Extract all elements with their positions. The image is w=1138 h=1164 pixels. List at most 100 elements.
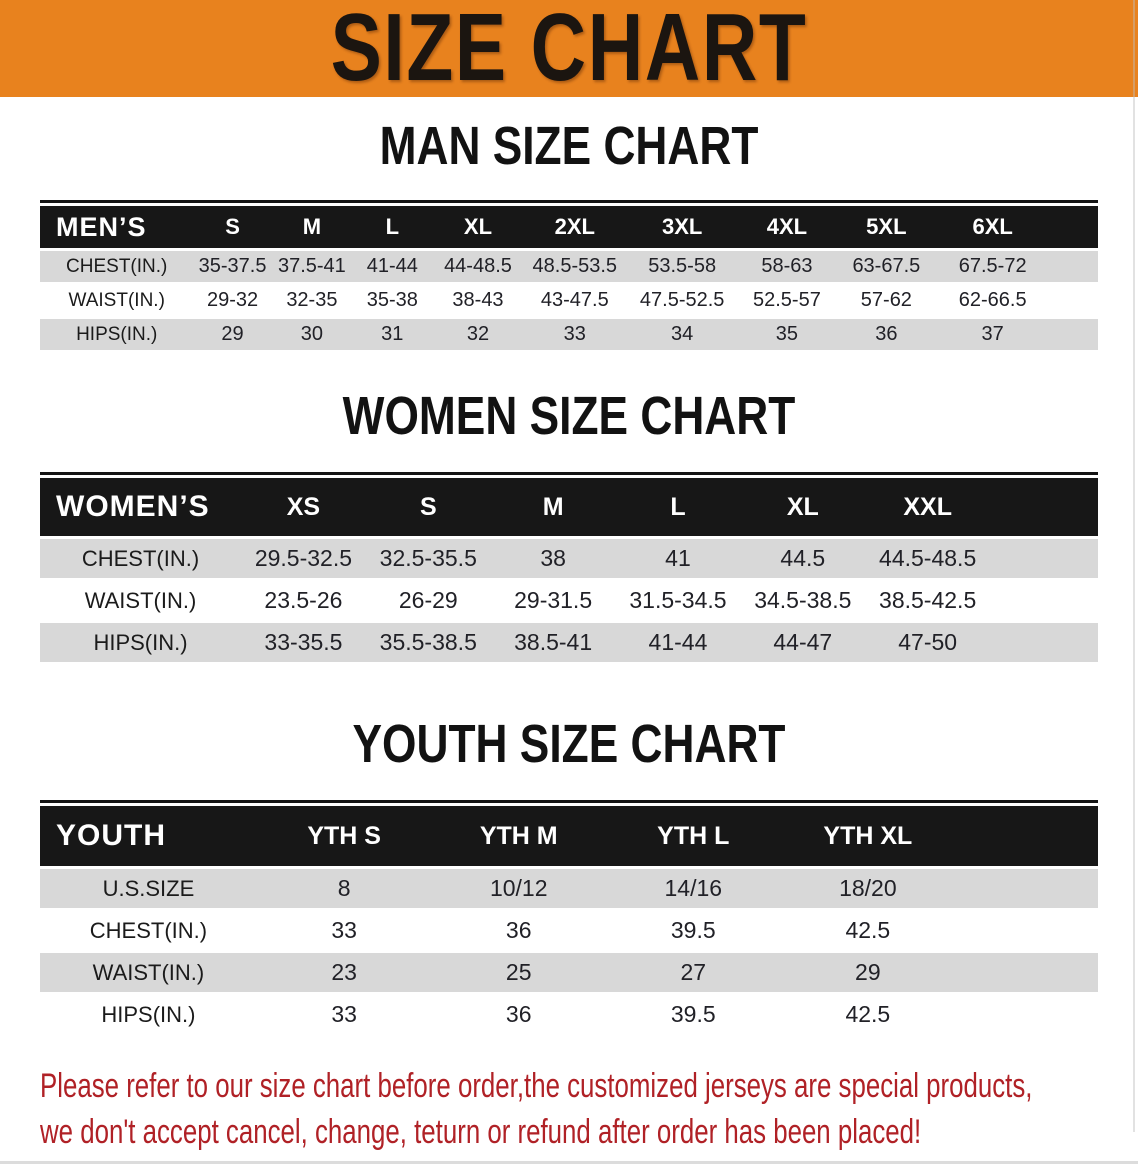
column-header: YTH S <box>307 821 381 850</box>
size-section-youth: YOUTH SIZE CHART YOUTH YTH S YTH M YTH L YTH … <box>0 714 1138 1037</box>
row-label: HIPS(IN.) <box>101 1001 196 1027</box>
cell-value: 33-35.5 <box>264 629 343 655</box>
cell-value: 33 <box>331 917 357 943</box>
cell-value: 44-47 <box>773 629 833 655</box>
spacer-cell <box>1048 206 1098 248</box>
cell-value: 36 <box>505 917 532 943</box>
column-header: 6XL <box>972 214 1013 239</box>
column-header: M <box>542 492 564 521</box>
table-row: CHEST(IN.) 35-37.5 37.5-41 41-44 44-48.5 48.5… <box>40 251 1098 282</box>
table-row: CHEST(IN.) 29.5-32.5 32.5-35.5 38 41 44.5 44.5… <box>40 539 1098 578</box>
disclaimer-line-1: Please refer to our size chart before or… <box>40 1067 1033 1105</box>
spacer-cell <box>990 581 1098 620</box>
table-row: U.S.SIZE 8 10/12 14/16 18/20 <box>40 869 1098 908</box>
spacer-cell <box>955 806 1098 866</box>
header-row: YOUTH YTH S YTH M YTH L YTH XL <box>40 806 1098 866</box>
cell-value: 23.5-26 <box>264 587 343 613</box>
column-header: 3XL <box>662 214 703 239</box>
spacer-cell <box>1048 319 1098 350</box>
size-section-men: MAN SIZE CHART MEN’S S M L XL 2XL 3XL 4XL 5XL 6XL C… <box>0 116 1138 353</box>
section-title-youth: YOUTH SIZE CHART <box>0 714 1138 778</box>
cell-value: 41-44 <box>648 629 708 655</box>
cell-value: 31 <box>381 323 404 345</box>
column-header: 5XL <box>866 214 907 239</box>
cell-value: 34 <box>671 323 694 345</box>
cell-value: 52.5-57 <box>752 289 821 311</box>
cell-value: 31.5-34.5 <box>629 587 727 613</box>
row-label: WAIST(IN.) <box>68 289 165 311</box>
cell-value: 47-50 <box>898 629 958 655</box>
disclaimer: Please refer to our size chart before or… <box>40 1063 1138 1155</box>
banner: SIZE CHART <box>0 0 1138 97</box>
row-label: CHEST(IN.) <box>89 917 208 943</box>
header-row: MEN’S S M L XL 2XL 3XL 4XL 5XL 6XL <box>40 206 1098 248</box>
cell-value: 44.5-48.5 <box>879 545 977 571</box>
cell-value: 36 <box>505 1001 532 1027</box>
cell-value: 32-35 <box>286 289 338 311</box>
cell-value: 29.5-32.5 <box>254 545 353 571</box>
column-header: M <box>302 214 322 239</box>
cell-value: 38.5-41 <box>514 629 593 655</box>
cell-value: 53.5-58 <box>648 255 717 277</box>
cell-value: 29-31.5 <box>514 587 593 613</box>
cell-value: 27 <box>680 959 707 985</box>
column-header: XS <box>286 492 321 521</box>
header-row: WOMEN’S XS S M L XL XXL <box>40 478 1098 536</box>
cell-value: 29-32 <box>206 289 259 311</box>
spacer-cell <box>955 911 1098 950</box>
cell-value: 38 <box>540 545 566 571</box>
cell-value: 41 <box>665 545 691 571</box>
cell-value: 41-44 <box>366 255 418 277</box>
column-header: L <box>670 492 686 521</box>
cell-value: 29 <box>221 323 244 345</box>
disclaimer-line-2: we don't accept cancel, change, teturn o… <box>40 1113 922 1151</box>
women-size-table: WOMEN’S XS S M L XL XXL CHEST(IN.) 29.5-32.5 32.5… <box>40 472 1098 665</box>
row-label: CHEST(IN.) <box>81 545 200 571</box>
cell-value: 35.5-38.5 <box>379 629 477 655</box>
cell-value: 38.5-42.5 <box>879 587 977 613</box>
cell-value: 62-66.5 <box>958 289 1027 311</box>
row-label: HIPS(IN.) <box>93 629 188 655</box>
column-header: YTH L <box>657 821 730 850</box>
spacer-cell <box>955 953 1098 992</box>
spacer-cell <box>990 478 1098 536</box>
cell-value: 48.5-53.5 <box>532 255 618 277</box>
cell-value: 14/16 <box>664 875 723 901</box>
column-header: YTH M <box>479 821 558 850</box>
cell-value: 32 <box>466 323 490 345</box>
cell-value: 63-67.5 <box>852 255 921 277</box>
cell-value: 23 <box>331 959 357 985</box>
cell-value: 47.5-52.5 <box>639 289 725 311</box>
cell-value: 10/12 <box>489 875 548 901</box>
spacer-cell <box>955 995 1098 1034</box>
row-label: WAIST(IN.) <box>92 959 205 985</box>
section-title-women: WOMEN SIZE CHART <box>0 389 1138 450</box>
section-title-men: MAN SIZE CHART <box>0 116 1138 180</box>
column-header: XL <box>786 492 819 521</box>
cell-value: 36 <box>875 323 898 345</box>
table-row: HIPS(IN.) 33-35.5 35.5-38.5 38.5-41 41-44 44-… <box>40 623 1098 662</box>
cell-value: 29 <box>855 959 881 985</box>
table-row: HIPS(IN.) 33 36 39.5 42.5 <box>40 995 1098 1034</box>
cell-value: 43-47.5 <box>540 289 609 311</box>
cell-value: 25 <box>505 959 532 985</box>
row-label: CHEST(IN.) <box>66 255 168 277</box>
youth-size-table: YOUTH YTH S YTH M YTH L YTH XL U.S.SIZE 8 10/12… <box>40 800 1098 1037</box>
cell-value: 42.5 <box>845 917 891 943</box>
cell-value: 42.5 <box>845 1001 891 1027</box>
cell-value: 33 <box>331 1001 357 1027</box>
cell-value: 39.5 <box>670 1001 716 1027</box>
spacer-cell <box>990 539 1098 578</box>
section-title-text: MAN SIZE CHART <box>379 116 759 176</box>
page-title: SIZE CHART <box>330 0 808 97</box>
column-header: XL <box>463 214 493 239</box>
column-header: S <box>419 492 437 521</box>
cell-value: 33 <box>563 323 586 345</box>
size-chart-sections: MAN SIZE CHART MEN’S S M L XL 2XL 3XL 4XL 5XL 6XL C… <box>0 116 1138 1037</box>
section-title-text: YOUTH SIZE CHART <box>352 714 786 774</box>
size-section-women: WOMEN SIZE CHART WOMEN’S XS S M L XL XXL CHEST(I… <box>0 389 1138 665</box>
cell-value: 37.5-41 <box>277 255 346 277</box>
row-label: WAIST(IN.) <box>84 587 197 613</box>
spacer-cell <box>955 869 1098 908</box>
cell-value: 39.5 <box>670 917 716 943</box>
